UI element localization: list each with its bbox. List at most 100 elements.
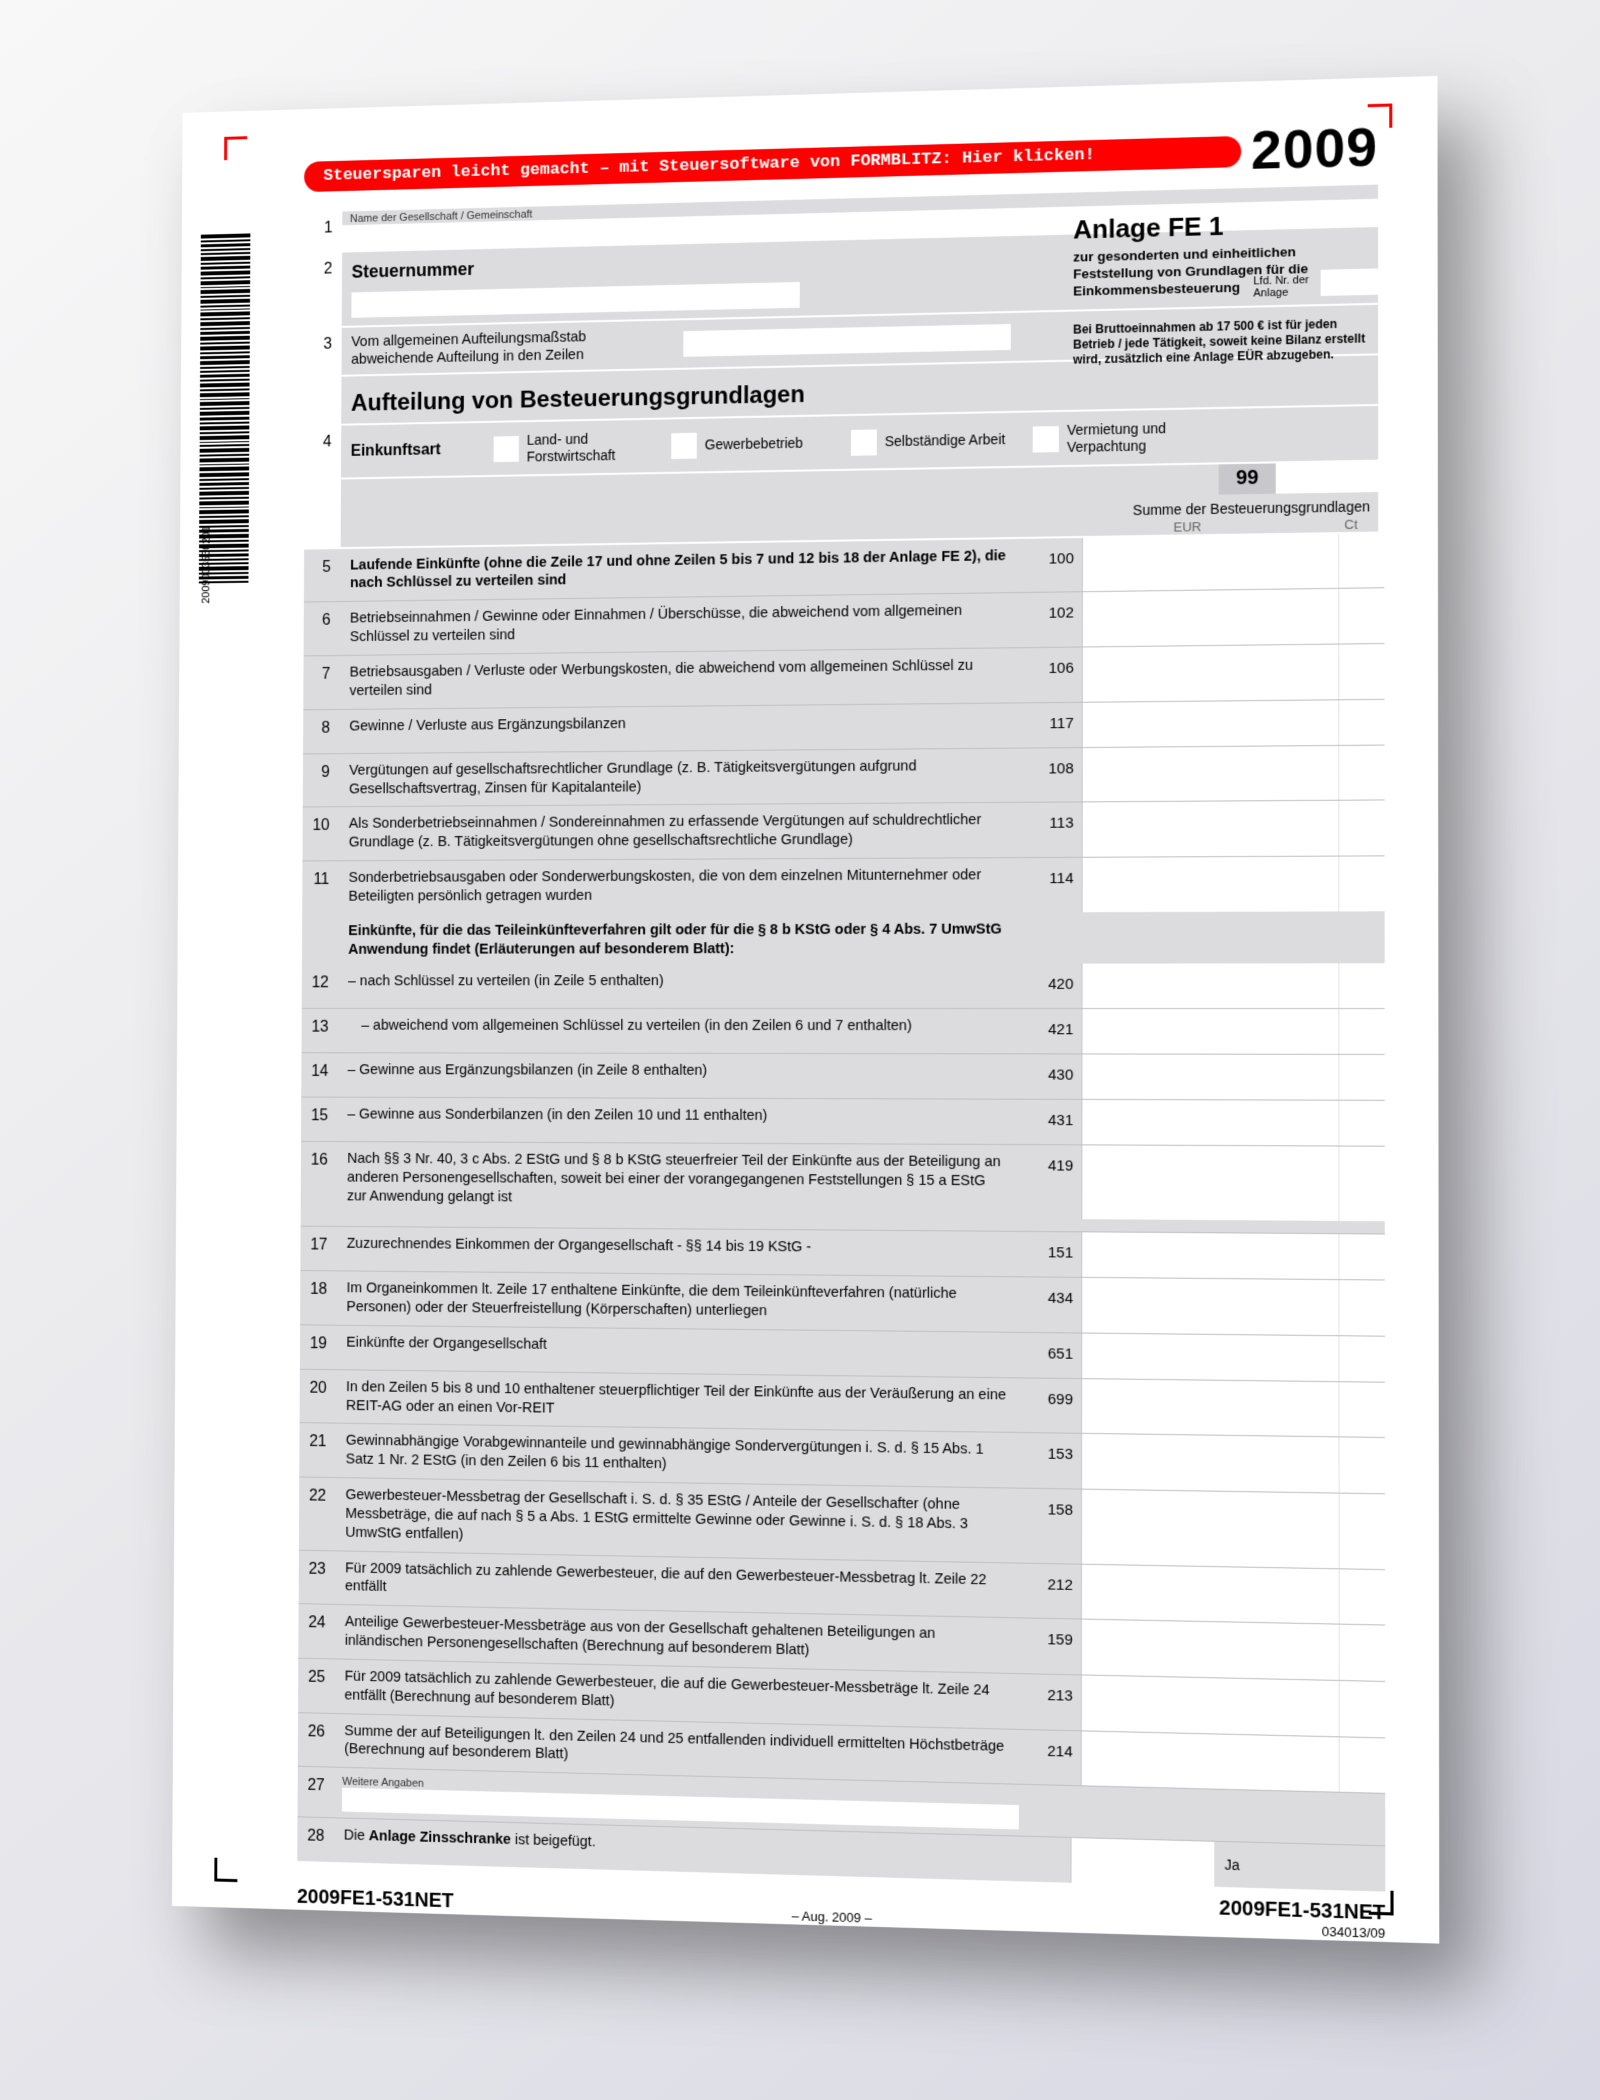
line-number: 15 xyxy=(301,1098,338,1142)
row-text: Nach §§ 3 Nr. 40, 3 c Abs. 2 EStG und § … xyxy=(337,1142,1018,1218)
amount-input[interactable] xyxy=(1081,964,1384,1009)
line-number: 17 xyxy=(300,1227,337,1271)
row-text: Gewinnabhängige Vorabgewinnanteile und g… xyxy=(336,1424,1018,1488)
amount-input[interactable] xyxy=(1081,1379,1385,1438)
amount-input[interactable] xyxy=(1082,589,1385,647)
row-text: Betriebsausgaben / Verluste oder Werbung… xyxy=(340,648,1020,708)
row-code: 212 xyxy=(1018,1563,1081,1619)
line-number: 25 xyxy=(298,1659,335,1713)
barcode: 2009003530201 xyxy=(199,218,251,638)
line-number: 23 xyxy=(299,1550,336,1604)
eur-label: EUR xyxy=(1174,519,1202,535)
amount-input[interactable] xyxy=(1081,1232,1385,1279)
row-code: 430 xyxy=(1019,1055,1082,1100)
line-number: 3 xyxy=(305,328,342,354)
row-code: 151 xyxy=(1019,1232,1082,1277)
line-number: 2 xyxy=(306,253,343,279)
einkunftsart-label: Einkunftsart xyxy=(351,440,486,460)
amount-input[interactable] xyxy=(1081,1564,1385,1624)
line-number: 16 xyxy=(301,1142,338,1214)
row-text: Als Sonderbetriebseinnahmen / Sondereinn… xyxy=(339,803,1019,860)
row-code: 108 xyxy=(1019,748,1082,802)
amount-input[interactable] xyxy=(1081,1100,1384,1146)
row-text: – abweichend vom allgemeinen Schlüssel z… xyxy=(338,1009,1019,1053)
line-number: 12 xyxy=(302,965,339,1008)
amount-input[interactable] xyxy=(1081,1278,1385,1336)
line-number: 27 xyxy=(297,1767,334,1818)
document-page: Steuersparen leicht gemacht – mit Steuer… xyxy=(172,76,1439,1944)
row-code: 102 xyxy=(1019,593,1081,648)
row-text: – nach Schlüssel zu verteilen (in Zeile … xyxy=(338,964,1019,1008)
row28-input[interactable] xyxy=(1070,1838,1214,1887)
form-code-left: 2009FE1-531NET xyxy=(297,1886,454,1913)
opt-label: Selbständige Arbeit xyxy=(885,431,1025,450)
amount-input[interactable] xyxy=(1082,533,1384,591)
promo-banner[interactable]: Steuersparen leicht gemacht – mit Steuer… xyxy=(304,135,1241,191)
amount-input[interactable] xyxy=(1082,700,1385,747)
row-code: 213 xyxy=(1018,1674,1081,1730)
amount-input[interactable] xyxy=(1082,745,1385,802)
row3-input[interactable] xyxy=(683,324,1010,357)
amount-input[interactable] xyxy=(1081,1675,1385,1737)
line-number: 18 xyxy=(300,1271,337,1324)
line-number: 8 xyxy=(303,710,340,754)
row-text: Vergütungen auf gesellschaftsrechtlicher… xyxy=(339,748,1019,806)
amount-input[interactable] xyxy=(1081,1146,1385,1221)
row-text: Zuzurechnendes Einkommen der Organgesell… xyxy=(337,1227,1019,1276)
row-text: Gewerbesteuer-Messbetrag der Gesellschaf… xyxy=(336,1478,1019,1562)
opt-label: Gewerbebetrieb xyxy=(705,435,843,453)
row-code: 106 xyxy=(1019,647,1082,702)
brutto-note: Bei Bruttoeinnahmen ab 17 500 € ist für … xyxy=(1073,316,1378,368)
code-99-tag: 99 xyxy=(1219,463,1276,494)
line-number: 28 xyxy=(297,1818,334,1863)
row-code: 431 xyxy=(1019,1100,1082,1145)
section2-head: Einkünfte, für die das Teileinkünfteverf… xyxy=(339,912,1029,965)
form-date: – Aug. 2009 – xyxy=(453,1899,1219,1937)
ct-label: Ct xyxy=(1344,516,1357,531)
amount-input[interactable] xyxy=(1081,1490,1385,1569)
checkbox-landwirtschaft[interactable] xyxy=(494,436,519,462)
row-text: Laufende Einkünfte (ohne die Zeile 17 un… xyxy=(340,539,1019,602)
row-text: Betriebseinnahmen / Gewinne oder Einnahm… xyxy=(340,593,1019,655)
line-number: 9 xyxy=(303,754,340,807)
amount-input[interactable] xyxy=(1081,1434,1385,1493)
ja-label: Ja xyxy=(1214,1842,1265,1888)
amount-input[interactable] xyxy=(1081,1620,1385,1681)
row-code: 420 xyxy=(1019,964,1082,1008)
line-number: 10 xyxy=(303,808,340,861)
amount-input[interactable] xyxy=(1081,1055,1384,1100)
row-code: 699 xyxy=(1018,1378,1081,1433)
row-text: Gewinne / Verluste aus Ergänzungsbilanze… xyxy=(340,703,1020,753)
row-text: Sonderbetriebsausgaben oder Sonderwerbun… xyxy=(339,858,1019,914)
row-code: 419 xyxy=(1019,1146,1082,1220)
line-number: 24 xyxy=(298,1604,335,1658)
amount-input[interactable] xyxy=(1081,1333,1385,1381)
opt-label: Land- und Forstwirtschaft xyxy=(527,430,664,464)
amount-input[interactable] xyxy=(1082,801,1385,857)
form-title: Anlage FE 1 xyxy=(1073,207,1378,246)
line-number: 13 xyxy=(302,1009,339,1052)
row-text: In den Zeilen 5 bis 8 und 10 enthaltener… xyxy=(336,1370,1018,1432)
line-number: 4 xyxy=(305,426,342,452)
row-text: – Gewinne aus Ergänzungsbilanzen (in Zei… xyxy=(338,1054,1019,1099)
amount-input[interactable] xyxy=(1081,1009,1384,1054)
line-number: 22 xyxy=(299,1478,336,1550)
line-number: 6 xyxy=(304,602,341,655)
checkbox-vermietung[interactable] xyxy=(1033,426,1059,453)
line-number: 21 xyxy=(299,1423,336,1477)
row-text: Einkünfte der Organgesellschaft xyxy=(336,1325,1018,1377)
amount-input[interactable] xyxy=(1082,644,1385,701)
amount-input[interactable] xyxy=(1081,1731,1385,1793)
amount-input[interactable] xyxy=(1082,856,1385,912)
row-code: 117 xyxy=(1019,702,1082,747)
checkbox-selbstaendig[interactable] xyxy=(851,429,877,455)
row-code: 114 xyxy=(1019,858,1082,912)
row-text: Im Organeinkommen lt. Zeile 17 enthalten… xyxy=(337,1271,1019,1331)
code-99-input[interactable] xyxy=(1276,461,1378,493)
row-code: 651 xyxy=(1018,1333,1081,1378)
barcode-number: 2009003530201 xyxy=(201,511,213,619)
row-code: 113 xyxy=(1019,803,1082,857)
row3-label: Vom allgemeinen Aufteilungsmaßstab abwei… xyxy=(342,321,672,376)
line-number: 1 xyxy=(306,212,343,238)
checkbox-gewerbe[interactable] xyxy=(671,432,697,458)
